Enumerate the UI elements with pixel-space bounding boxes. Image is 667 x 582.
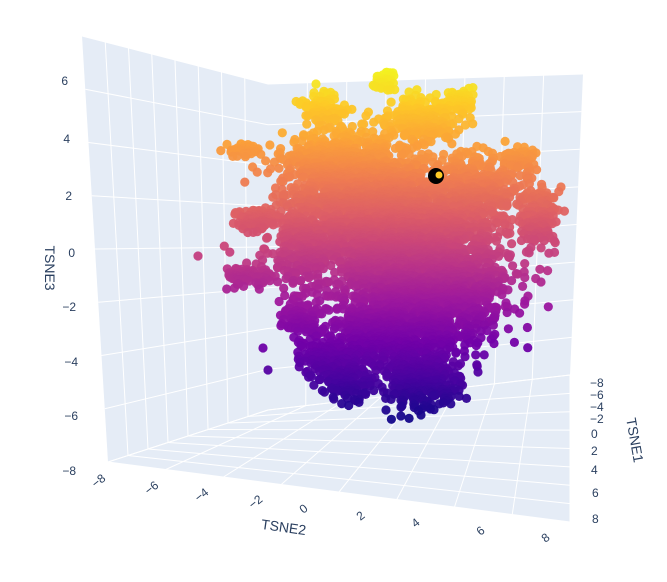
data-point xyxy=(255,285,264,294)
data-point xyxy=(243,228,252,237)
data-point xyxy=(505,253,514,262)
data-point xyxy=(369,118,378,127)
data-point xyxy=(543,266,552,275)
data-point xyxy=(240,178,249,187)
data-point xyxy=(507,276,516,285)
data-point xyxy=(537,243,546,252)
data-point xyxy=(302,120,311,129)
data-point xyxy=(241,152,250,161)
data-point xyxy=(525,248,534,257)
data-point xyxy=(447,139,456,148)
data-point xyxy=(278,128,287,137)
data-point xyxy=(304,273,313,282)
data-point xyxy=(387,98,396,107)
data-point xyxy=(507,239,516,248)
data-point xyxy=(535,265,544,274)
data-point xyxy=(536,277,545,286)
grid-line-floor-x xyxy=(208,430,570,431)
data-point xyxy=(222,284,231,293)
data-point xyxy=(520,259,529,268)
data-point xyxy=(303,111,312,120)
data-point xyxy=(502,202,511,211)
data-point xyxy=(269,220,278,229)
data-point xyxy=(497,290,506,299)
data-point xyxy=(193,251,202,260)
data-point xyxy=(311,79,320,88)
data-point xyxy=(323,292,332,301)
data-point xyxy=(265,140,274,149)
data-point xyxy=(383,85,392,94)
data-point xyxy=(501,137,510,146)
data-point xyxy=(560,207,569,216)
data-point xyxy=(274,164,283,173)
data-point xyxy=(508,261,517,270)
data-point xyxy=(520,273,529,282)
data-point xyxy=(261,156,270,165)
data-point xyxy=(503,230,512,239)
data-point xyxy=(239,282,248,291)
data-point xyxy=(225,248,234,257)
data-point xyxy=(263,168,272,177)
data-point xyxy=(253,168,262,177)
data-point xyxy=(228,152,237,161)
data-point xyxy=(278,177,287,186)
data-point xyxy=(551,238,560,247)
data-point xyxy=(262,234,271,243)
data-point xyxy=(544,249,553,258)
data-point xyxy=(517,236,526,245)
data-point xyxy=(216,146,225,155)
data-point xyxy=(288,279,297,288)
data-point xyxy=(361,111,370,120)
data-point xyxy=(518,282,527,291)
